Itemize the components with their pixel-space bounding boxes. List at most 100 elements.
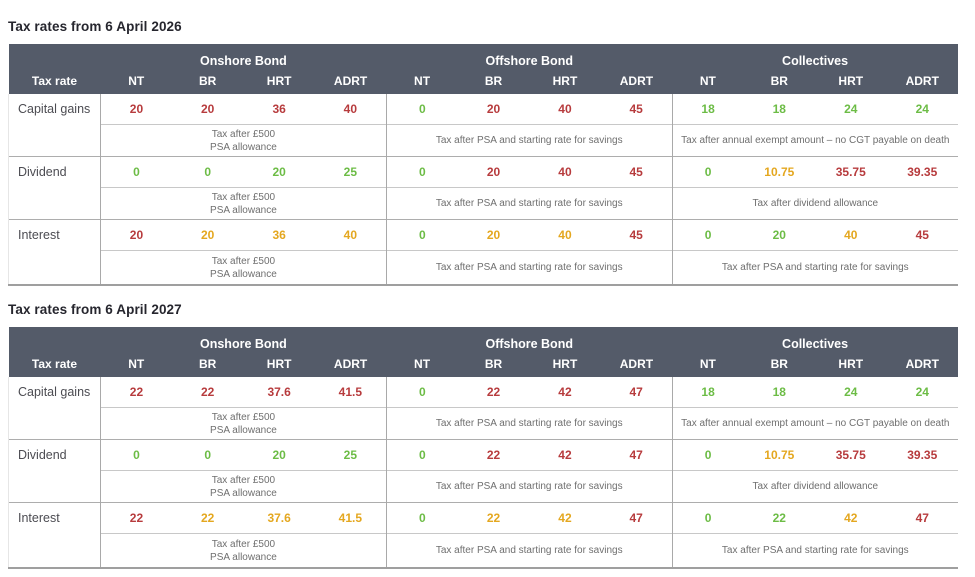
column-header: NT <box>100 68 172 94</box>
row-label: Interest <box>8 502 101 568</box>
tax-rates-table-2027: Onshore Bond Offshore Bond Collectives Tax … <box>8 327 958 569</box>
rate-value: 0 <box>100 156 172 188</box>
rate-value: 22 <box>486 385 501 399</box>
column-header: ADRT <box>314 351 387 377</box>
rate-value: 22 <box>129 385 144 399</box>
rate-value: 37.6 <box>243 502 315 534</box>
note-cell: Tax after PSA and starting rate for savi… <box>385 407 673 440</box>
note-cell: Tax after annual exempt amount – no CGT … <box>671 407 958 440</box>
header-corner-cell <box>8 327 101 351</box>
rate-value: 18 <box>671 94 744 125</box>
rate-value: 0 <box>171 439 244 471</box>
rate-value: 41.5 <box>338 385 363 399</box>
column-header: ADRT <box>886 351 958 377</box>
note-cell: Tax after £500 PSA allowance <box>100 250 387 285</box>
note-row: Tax after £500 PSA allowance Tax after PS… <box>9 470 958 503</box>
column-header: HRT <box>815 68 887 94</box>
value-row: Capital gains 20 20 36 40 0 20 40 45 18 18 24 24 <box>8 94 959 157</box>
rate-value: 20 <box>457 219 530 251</box>
rate-value: 40 <box>815 219 887 251</box>
note-cell: Tax after PSA and starting rate for savi… <box>385 187 673 220</box>
note-cell: Tax after annual exempt amount – no CGT … <box>671 124 958 157</box>
table-header: Onshore Bond Offshore Bond Collectives Tax … <box>8 44 958 94</box>
rate-value: 20 <box>129 102 144 116</box>
rate-value: 18 <box>671 377 744 408</box>
note-row: Tax after £500 PSA allowance Tax after PS… <box>9 250 958 285</box>
rate-value: 35.75 <box>815 156 887 188</box>
column-header: HRT <box>529 68 601 94</box>
rate-value: 0 <box>385 94 458 125</box>
note-cell: Tax after dividend allowance <box>671 187 958 220</box>
rate-value: 45 <box>600 156 673 188</box>
rate-value: 22 <box>201 385 215 399</box>
column-header: BR <box>171 351 244 377</box>
group-header: Offshore Bond <box>386 327 673 351</box>
rate-value: 42 <box>529 502 601 534</box>
rate-value: 20 <box>743 219 816 251</box>
rate-value: 0 <box>171 156 244 188</box>
rate-value: 47 <box>600 502 673 534</box>
value-row: Capital gains 22 22 37.6 41.5 0 22 42 47 18 18 24 24 <box>8 377 959 440</box>
rate-value: 42 <box>815 502 887 534</box>
rate-value: 42 <box>558 385 572 399</box>
rate-value: 45 <box>886 219 958 251</box>
tax-rate-header: Tax rate <box>8 351 101 377</box>
column-header: ADRT <box>600 351 673 377</box>
tax-rates-table-2026: Onshore Bond Offshore Bond Collectives Tax … <box>8 44 958 286</box>
rate-value: 39.35 <box>886 156 958 188</box>
rate-value: 41.5 <box>314 502 387 534</box>
note-row: Tax after £500 PSA allowance Tax after PS… <box>9 533 958 568</box>
group-header: Collectives <box>672 44 958 68</box>
rate-value: 0 <box>385 219 458 251</box>
rate-value: 40 <box>529 219 601 251</box>
rate-value: 22 <box>457 502 530 534</box>
table-body: Capital gains 20 20 36 40 0 20 40 45 18 18 24 24 Tax … <box>8 94 959 285</box>
table-header: Onshore Bond Offshore Bond Collectives Tax … <box>8 327 958 377</box>
rate-value: 42 <box>529 439 601 471</box>
column-header: NT <box>386 351 458 377</box>
column-header: BR <box>457 351 530 377</box>
rate-value: 45 <box>629 102 643 116</box>
rate-value: 0 <box>671 156 744 188</box>
rate-value: 24 <box>915 385 929 399</box>
column-header: NT <box>386 68 458 94</box>
column-header: NT <box>100 351 172 377</box>
rate-value: 18 <box>772 102 786 116</box>
row-label: Capital gains <box>8 94 101 157</box>
rate-value: 0 <box>671 502 744 534</box>
rate-value: 0 <box>385 156 458 188</box>
row-label: Dividend <box>8 439 101 503</box>
note-row: Tax after £500 PSA allowance Tax after PS… <box>9 407 958 440</box>
rate-value: 0 <box>385 502 458 534</box>
column-header: ADRT <box>886 68 958 94</box>
tax-rate-header: Tax rate <box>8 68 101 94</box>
rate-value: 35.75 <box>815 439 887 471</box>
table-title-2027: Tax rates from 6 April 2027 <box>8 302 182 317</box>
row-label: Dividend <box>8 156 101 220</box>
column-header: HRT <box>529 351 601 377</box>
rate-value: 24 <box>915 102 929 116</box>
column-header: HRT <box>243 351 315 377</box>
rate-value: 22 <box>171 502 244 534</box>
column-header-row: Tax rate NT BR HRT ADRT NT BR HRT ADRT NT BR HRT ADR… <box>8 351 958 377</box>
tax-rates-section-2026: Tax rates from 6 April 2026 Onshore Bond… <box>8 19 958 286</box>
note-row: Tax after £500 PSA allowance Tax after PS… <box>9 187 958 220</box>
rate-value: 40 <box>343 102 358 116</box>
row-label: Capital gains <box>8 377 101 440</box>
rate-value: 40 <box>558 102 572 116</box>
column-header: BR <box>743 351 816 377</box>
value-row: Dividend 0 0 20 25 0 20 40 45 0 10.75 35.75 39.35 <box>8 156 958 220</box>
note-cell: Tax after £500 PSA allowance <box>100 124 387 157</box>
rate-value: 20 <box>100 219 172 251</box>
note-cell: Tax after PSA and starting rate for savi… <box>385 124 673 157</box>
value-row: Interest 20 20 36 40 0 20 40 45 0 20 40 45 <box>8 219 958 285</box>
tax-rates-section-2027: Tax rates from 6 April 2027 Onshore Bond… <box>8 302 958 569</box>
rate-value: 37.6 <box>267 385 291 399</box>
table-body: Capital gains 22 22 37.6 41.5 0 22 42 47 18 18 24 24… <box>8 377 959 568</box>
rate-value: 24 <box>844 102 858 116</box>
note-cell: Tax after £500 PSA allowance <box>100 533 387 568</box>
note-row: Tax after £500 PSA allowance Tax after PS… <box>9 124 958 157</box>
note-cell: Tax after £500 PSA allowance <box>100 187 387 220</box>
row-label: Interest <box>8 219 101 285</box>
